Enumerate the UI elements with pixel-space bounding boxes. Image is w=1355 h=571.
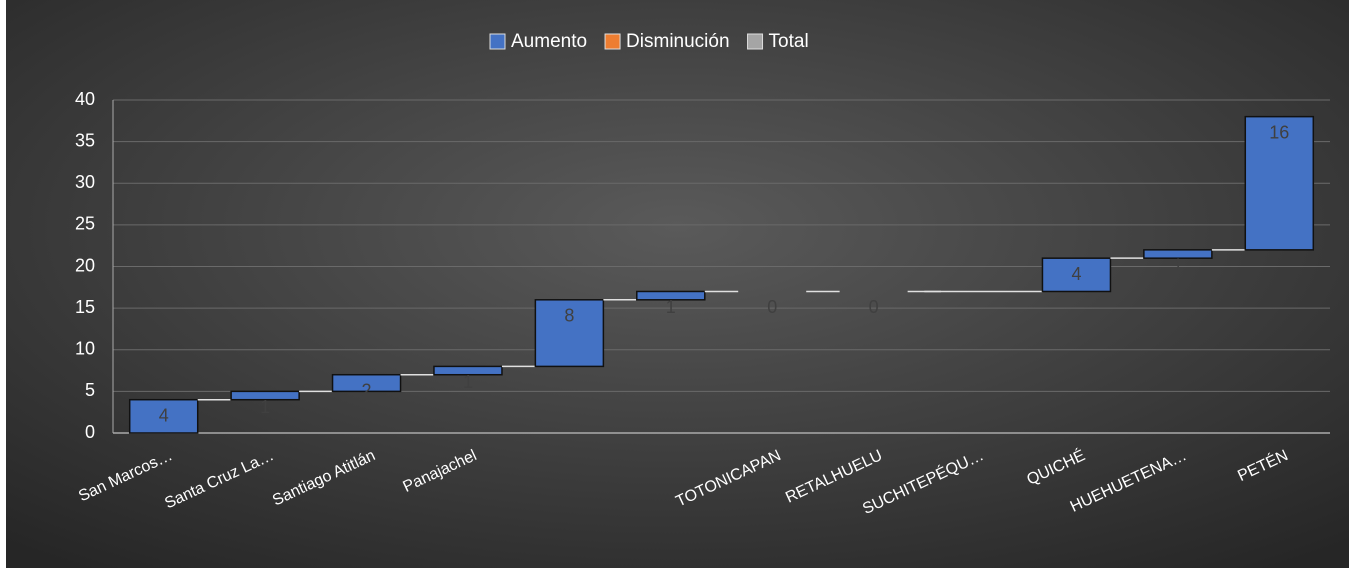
y-tick-label: 20 [75, 255, 95, 275]
legend: Aumento Disminución Total [489, 31, 809, 52]
bar [534, 299, 605, 368]
data-label: 0 [767, 297, 777, 317]
bar [1041, 257, 1112, 293]
y-tick-label: 40 [75, 89, 95, 109]
bar [1244, 115, 1315, 251]
y-tick-label: 30 [75, 172, 95, 192]
legend-swatch [489, 33, 506, 50]
bar [433, 365, 503, 376]
data-label: 4 [159, 405, 169, 425]
background [6, 0, 1349, 568]
legend-label: Aumento [511, 31, 587, 52]
legend-label: Total [769, 31, 809, 52]
data-label: 1 [1173, 256, 1183, 276]
bar [636, 290, 706, 301]
legend-swatch [604, 33, 621, 50]
bar [1143, 249, 1213, 259]
data-label: 8 [564, 306, 574, 326]
legend-label: Disminución [626, 31, 729, 52]
y-tick-label: 35 [75, 130, 95, 150]
y-tick-label: 25 [75, 214, 95, 234]
bar [230, 390, 300, 401]
data-label: 4 [1071, 264, 1081, 284]
data-label: 2 [362, 380, 372, 400]
y-tick-label: 5 [85, 380, 95, 400]
bar [331, 373, 402, 393]
y-tick-label: 15 [75, 297, 95, 317]
y-tick-label: 10 [75, 339, 95, 359]
data-label: 0 [869, 297, 879, 317]
legend-swatch [747, 33, 764, 50]
y-tick-label: 0 [85, 422, 95, 442]
data-label: 16 [1269, 122, 1289, 142]
bar [128, 398, 199, 434]
data-label: 1 [666, 297, 676, 317]
data-label: 1 [260, 397, 270, 417]
data-label: 1 [463, 372, 473, 392]
